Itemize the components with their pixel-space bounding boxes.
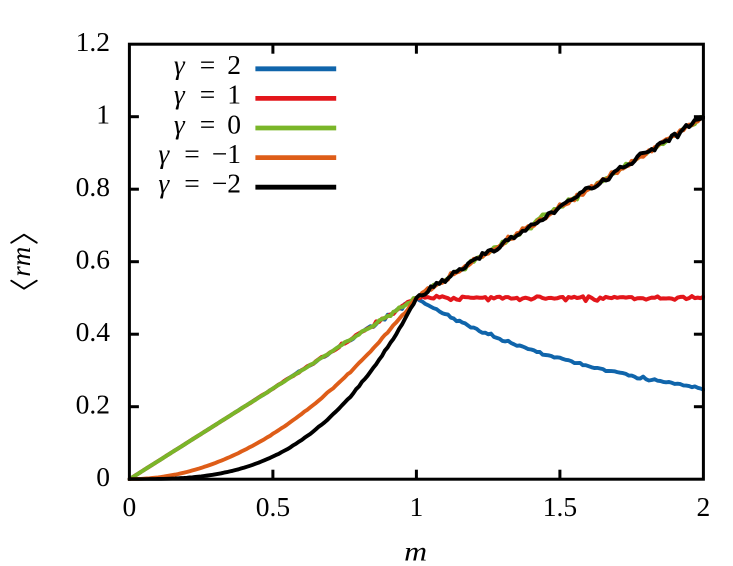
svg-text:0.2: 0.2 <box>76 388 110 419</box>
svg-text:γ=0: γ = 0 <box>174 108 241 139</box>
svg-text:1: 1 <box>96 98 110 129</box>
svg-text:0.8: 0.8 <box>76 171 110 202</box>
svg-text:0: 0 <box>96 461 110 492</box>
svg-text:rm: rm <box>5 247 36 277</box>
svg-text:1.2: 1.2 <box>76 26 110 57</box>
svg-text:γ=2: γ = 2 <box>174 49 241 80</box>
svg-text:γ=−2: γ = −2 <box>158 168 241 199</box>
svg-text:2: 2 <box>697 491 711 522</box>
svg-text:0: 0 <box>123 491 137 522</box>
svg-text:0.5: 0.5 <box>256 491 290 522</box>
svg-text:1.5: 1.5 <box>543 491 577 522</box>
svg-text:1: 1 <box>410 491 424 522</box>
svg-text:0.4: 0.4 <box>76 316 111 347</box>
svg-text:γ=1: γ = 1 <box>174 79 241 110</box>
svg-text:m: m <box>404 536 427 566</box>
svg-text:γ=−1: γ = −1 <box>158 138 241 169</box>
svg-text:0.6: 0.6 <box>76 243 110 274</box>
